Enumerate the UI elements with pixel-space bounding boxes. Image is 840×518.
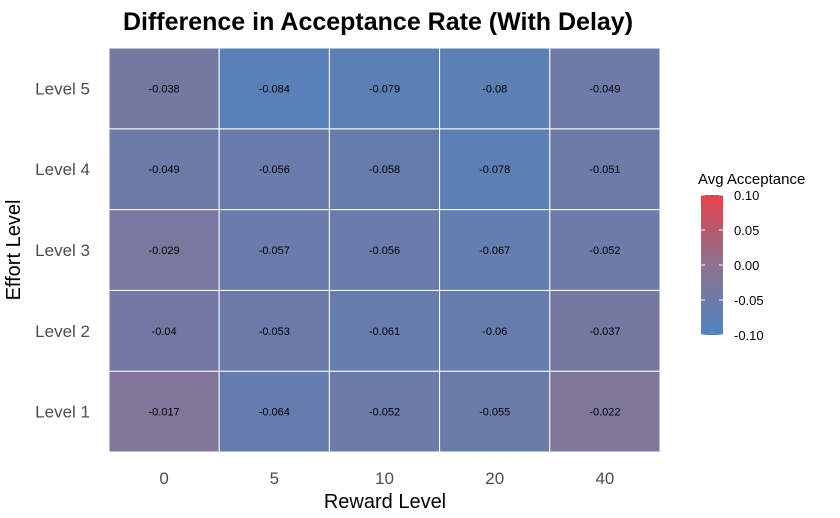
- legend-ticks: 0.10 0.05 0.00 -0.05 -0.10: [701, 188, 764, 343]
- heatmap-cell: [328, 289, 441, 372]
- y-axis-title: Effort Level: [3, 200, 25, 301]
- cell-value-label: -0.06: [482, 326, 507, 338]
- legend-tick-label: 0.00: [734, 258, 759, 273]
- y-tick-label: Level 1: [35, 403, 90, 422]
- cell-value-label: -0.057: [259, 245, 290, 257]
- heatmap-cells: [108, 47, 661, 453]
- y-tick-label: Level 5: [35, 79, 90, 98]
- cell-value-label: -0.056: [369, 245, 400, 257]
- cell-value-label: -0.037: [589, 326, 620, 338]
- y-tick-label: Level 4: [35, 160, 90, 179]
- cell-value-label: -0.052: [369, 407, 400, 419]
- y-axis-ticks: Level 1 Level 2 Level 3 Level 4 Level 5: [35, 79, 90, 421]
- heatmap-cell: [439, 47, 551, 130]
- y-tick-label: Level 2: [35, 322, 90, 341]
- color-legend: Avg Acceptance 0.10 0.05 0.00 -0.05 -0.10: [698, 171, 805, 343]
- heatmap-cell: [108, 47, 220, 130]
- cell-value-label: -0.084: [259, 83, 290, 95]
- cell-value-label: -0.058: [369, 164, 400, 176]
- legend-tick-label: 0.10: [734, 188, 759, 203]
- cell-value-label: -0.067: [479, 245, 510, 257]
- heatmap-cell: [439, 209, 551, 291]
- legend-tick-label: 0.05: [734, 223, 759, 238]
- heatmap-cell: [218, 128, 330, 211]
- cell-value-label: -0.064: [259, 407, 290, 419]
- x-tick-label: 20: [485, 469, 504, 488]
- cell-value-label: -0.052: [589, 245, 620, 257]
- heatmap-cell: [218, 209, 330, 291]
- cell-value-label: -0.056: [259, 164, 290, 176]
- heatmap-cell: [108, 289, 220, 372]
- heatmap-cell: [328, 370, 441, 453]
- x-tick-label: 10: [375, 469, 394, 488]
- cell-value-label: -0.079: [369, 83, 400, 95]
- cell-value-label: -0.017: [148, 407, 179, 419]
- x-tick-label: 40: [595, 469, 614, 488]
- cell-value-label: -0.04: [152, 326, 177, 338]
- heatmap-cell: [549, 128, 661, 211]
- heatmap-cell: [108, 128, 220, 211]
- heatmap-cell: [218, 289, 330, 372]
- heatmap-cell: [549, 47, 661, 130]
- legend-tick-label: -0.05: [734, 293, 764, 308]
- legend-tick-label: -0.10: [734, 328, 764, 343]
- x-axis-title: Reward Level: [324, 491, 446, 513]
- heatmap-cell: [108, 209, 220, 291]
- heatmap-cell: [328, 128, 441, 211]
- cell-value-label: -0.022: [589, 407, 620, 419]
- cell-value-label: -0.061: [369, 326, 400, 338]
- x-axis-ticks: 0 5 10 20 40: [159, 469, 614, 488]
- legend-colorbar: [701, 195, 723, 335]
- heatmap-cell: [218, 47, 330, 130]
- x-tick-label: 0: [159, 469, 168, 488]
- heatmap-cell: [549, 209, 661, 291]
- heatmap-cell: [439, 289, 551, 372]
- cell-value-label: -0.049: [148, 164, 179, 176]
- heatmap-cell: [108, 370, 220, 453]
- heatmap-cell: [439, 128, 551, 211]
- cell-value-label: -0.049: [589, 83, 620, 95]
- heatmap-cell: [549, 370, 661, 453]
- heatmap-cell: [328, 209, 441, 291]
- cell-value-labels: -0.017 -0.064 -0.052 -0.055 -0.022 -0.04 -0.05…: [148, 83, 620, 418]
- cell-value-label: -0.053: [259, 326, 290, 338]
- cell-value-label: -0.038: [148, 83, 179, 95]
- cell-value-label: -0.078: [479, 164, 510, 176]
- heatmap-cell: [328, 47, 441, 130]
- x-tick-label: 5: [270, 469, 279, 488]
- chart-title: Difference in Acceptance Rate (With Dela…: [123, 8, 633, 36]
- cell-value-label: -0.051: [589, 164, 620, 176]
- heatmap-cell: [549, 289, 661, 372]
- heatmap-cell: [439, 370, 551, 453]
- cell-value-label: -0.055: [479, 407, 510, 419]
- y-tick-label: Level 3: [35, 241, 90, 260]
- cell-value-label: -0.08: [482, 83, 507, 95]
- cell-value-label: -0.029: [148, 245, 179, 257]
- legend-title: Avg Acceptance: [698, 171, 805, 188]
